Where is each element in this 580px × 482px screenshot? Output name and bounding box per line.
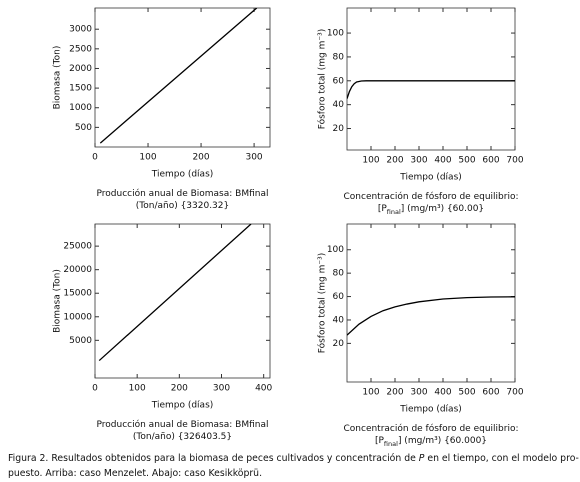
- y-tick-label: 15000: [63, 289, 92, 299]
- x-tick-label: 200: [386, 156, 403, 166]
- data-line: [99, 8, 258, 144]
- chart-note: (Ton/año) {326403.5}: [133, 432, 232, 442]
- y-tick-label: 60: [333, 76, 345, 86]
- caption-line: puesto. Arriba: caso Menzelet. Abajo: ca…: [8, 468, 262, 479]
- caption-part: en el tiempo, con el modelo pro-: [424, 453, 579, 464]
- y-tick-label: 25000: [63, 242, 92, 252]
- note-part: ] (mg/m³) {60.000}: [398, 436, 487, 446]
- note-part: Concentración de fósforo de equilibrio:: [344, 423, 519, 434]
- data-line: [98, 224, 252, 362]
- y-tick-label: 40: [333, 100, 345, 110]
- x-tick-label: 300: [213, 384, 230, 394]
- x-tick-label: 300: [410, 388, 427, 398]
- y-axis-title: Fósforo total (mg m⁻³): [317, 253, 328, 354]
- y-tick-label: 20000: [63, 265, 92, 275]
- x-tick-label: 700: [506, 388, 523, 398]
- x-tick-label: 400: [255, 384, 272, 394]
- note-part: Producción anual de Biomasa: BMfinal: [97, 419, 269, 430]
- chart-note: Producción anual de Biomasa: BMfinal: [97, 188, 269, 199]
- chart-note: Concentración de fósforo de equilibrio:: [344, 191, 519, 202]
- x-tick-label: 600: [482, 156, 499, 166]
- x-tick-label: 400: [434, 388, 451, 398]
- note-part: [P: [378, 204, 388, 214]
- y-tick-label: 60: [333, 292, 345, 302]
- note-part: final: [387, 208, 401, 216]
- caption-part: P: [419, 453, 425, 464]
- y-tick-label: 20: [333, 339, 345, 349]
- x-tick-label: 100: [362, 388, 379, 398]
- x-tick-label: 100: [362, 156, 379, 166]
- note-part: (Ton/año) {326403.5}: [133, 432, 232, 442]
- plot-frame: [94, 7, 271, 148]
- caption-line: Figura 2. Resultados obtenidos para la b…: [8, 453, 579, 464]
- y-axis-title: Fósforo total (mg m⁻³): [317, 29, 328, 130]
- x-axis-title: Tiempo (días): [151, 401, 214, 411]
- x-tick-label: 500: [458, 388, 475, 398]
- x-tick-label: 600: [482, 388, 499, 398]
- chart-note: [Pfinal] (mg/m³) {60.00}: [378, 204, 484, 217]
- note-part: (Ton/año) {3320.32}: [136, 201, 230, 211]
- y-tick-label: 1000: [69, 103, 92, 113]
- x-tick-label: 100: [129, 384, 146, 394]
- plot-frame: [346, 7, 516, 151]
- x-axis-title: Tiempo (días): [399, 405, 462, 415]
- note-part: ] (mg/m³) {60.00}: [401, 204, 484, 214]
- y-tick-label: 2500: [69, 44, 92, 54]
- plot-frame: [346, 223, 516, 383]
- x-tick-label: 300: [245, 153, 262, 163]
- note-part: [P: [375, 436, 385, 446]
- chart-note: Concentración de fósforo de equilibrio:: [344, 423, 519, 434]
- plot-frame: [94, 223, 271, 379]
- x-tick-label: 400: [434, 156, 451, 166]
- y-tick-label: 10000: [63, 312, 92, 322]
- caption-part: puesto. Arriba: caso Menzelet. Abajo: ca…: [8, 468, 262, 479]
- y-tick-label: 40: [333, 315, 345, 325]
- y-tick-label: 80: [333, 269, 345, 279]
- y-tick-label: 100: [327, 29, 344, 39]
- y-axis-title: Biomasa (Ton): [53, 46, 63, 110]
- x-tick-label: 100: [139, 153, 156, 163]
- y-tick-label: 2000: [69, 64, 92, 74]
- x-tick-label: 200: [171, 384, 188, 394]
- x-tick-label: 700: [506, 156, 523, 166]
- y-tick-label: 3000: [69, 25, 92, 35]
- y-tick-label: 80: [333, 52, 345, 62]
- note-part: Concentración de fósforo de equilibrio:: [344, 191, 519, 202]
- y-tick-label: 20: [333, 124, 345, 134]
- x-tick-label: 200: [386, 388, 403, 398]
- x-tick-label: 200: [192, 153, 209, 163]
- note-part: Producción anual de Biomasa: BMfinal: [97, 188, 269, 199]
- x-tick-label: 0: [92, 153, 98, 163]
- x-axis-title: Tiempo (días): [151, 170, 214, 180]
- y-axis-title: Biomasa (Ton): [53, 269, 63, 333]
- x-tick-label: 500: [458, 156, 475, 166]
- y-tick-label: 100: [327, 245, 344, 255]
- x-tick-label: 300: [410, 156, 427, 166]
- data-line: [347, 296, 515, 336]
- chart-note: [Pfinal] (mg/m³) {60.000}: [375, 436, 487, 449]
- x-tick-label: 0: [92, 384, 98, 394]
- chart-note: Producción anual de Biomasa: BMfinal: [97, 419, 269, 430]
- x-axis-title: Tiempo (días): [399, 173, 462, 183]
- data-line: [347, 80, 515, 99]
- caption-part: Figura 2. Resultados obtenidos para la b…: [8, 453, 419, 464]
- note-part: final: [384, 440, 398, 448]
- y-tick-label: 5000: [69, 336, 92, 346]
- y-tick-label: 1500: [69, 84, 92, 94]
- chart-note: (Ton/año) {3320.32}: [136, 201, 230, 211]
- y-tick-label: 500: [75, 123, 92, 133]
